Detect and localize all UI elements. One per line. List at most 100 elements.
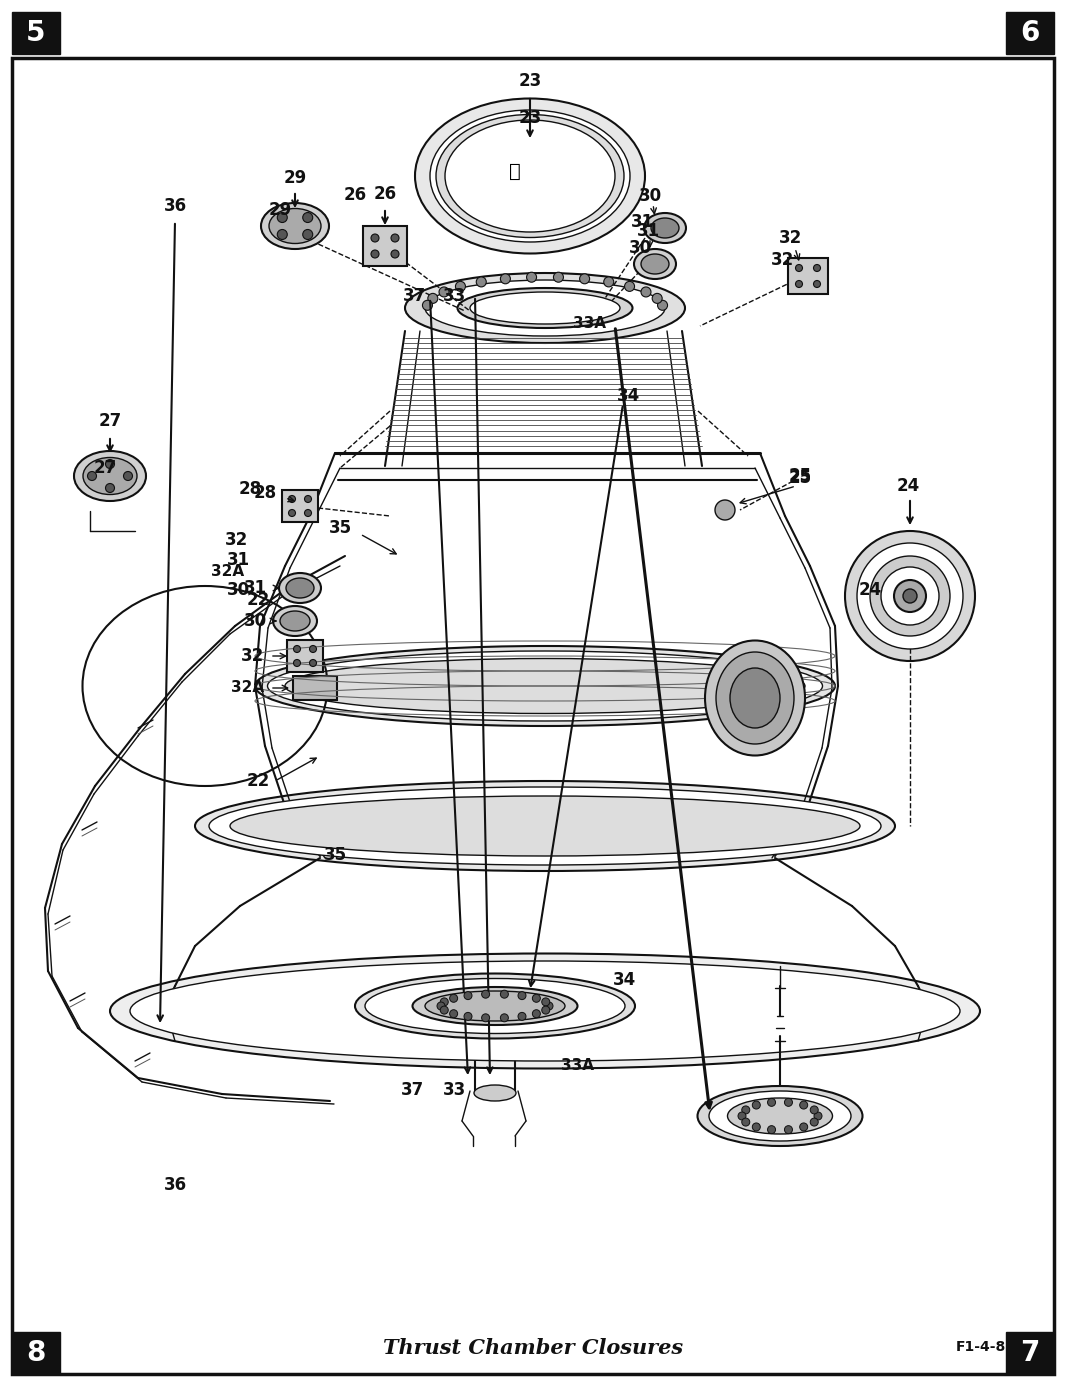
- Bar: [1006, 12, 1054, 54]
- Text: 35: 35: [323, 845, 346, 863]
- Circle shape: [371, 234, 379, 243]
- Circle shape: [810, 1106, 819, 1114]
- Circle shape: [422, 301, 433, 310]
- Text: 31: 31: [226, 552, 249, 570]
- Circle shape: [814, 1112, 822, 1120]
- Circle shape: [309, 646, 317, 653]
- Ellipse shape: [286, 578, 314, 597]
- Ellipse shape: [634, 249, 676, 279]
- Circle shape: [440, 1006, 449, 1015]
- Text: 27: 27: [98, 412, 122, 430]
- Text: 36: 36: [163, 1175, 187, 1193]
- Circle shape: [542, 998, 550, 1006]
- Circle shape: [303, 212, 312, 223]
- Text: 33: 33: [443, 1081, 467, 1099]
- Ellipse shape: [641, 254, 669, 274]
- Circle shape: [813, 265, 821, 272]
- Circle shape: [625, 281, 634, 291]
- Circle shape: [545, 1002, 553, 1010]
- Text: 37: 37: [403, 287, 426, 305]
- Text: 23: 23: [518, 109, 542, 128]
- Circle shape: [277, 212, 287, 223]
- Circle shape: [124, 471, 132, 481]
- Text: 33A: 33A: [562, 1058, 595, 1073]
- Text: 25: 25: [789, 467, 811, 485]
- Bar: [12, 12, 60, 54]
- Ellipse shape: [436, 115, 624, 237]
- Text: 23: 23: [518, 72, 542, 90]
- Text: 26: 26: [373, 184, 397, 202]
- Ellipse shape: [727, 1098, 833, 1134]
- Ellipse shape: [255, 646, 835, 726]
- Ellipse shape: [705, 640, 805, 755]
- Circle shape: [527, 272, 536, 283]
- Bar: [1006, 1332, 1054, 1374]
- Ellipse shape: [230, 796, 860, 857]
- Circle shape: [641, 287, 651, 297]
- Text: 6: 6: [1020, 19, 1039, 47]
- Ellipse shape: [209, 787, 881, 865]
- Circle shape: [553, 272, 564, 283]
- Ellipse shape: [857, 543, 963, 649]
- Circle shape: [305, 510, 311, 517]
- Circle shape: [658, 301, 667, 310]
- Circle shape: [810, 1119, 819, 1125]
- Text: 31: 31: [636, 222, 660, 240]
- Text: 22: 22: [246, 590, 270, 608]
- Circle shape: [500, 990, 508, 998]
- Text: 37: 37: [401, 1081, 423, 1099]
- Text: 31: 31: [243, 579, 266, 597]
- Ellipse shape: [430, 109, 630, 243]
- Bar: [287, 640, 323, 672]
- Ellipse shape: [470, 292, 620, 324]
- Text: 35: 35: [328, 518, 352, 536]
- Ellipse shape: [83, 457, 138, 495]
- Bar: [364, 226, 407, 266]
- Circle shape: [518, 991, 526, 999]
- Text: 24: 24: [897, 477, 920, 495]
- Text: Thrust Chamber Closures: Thrust Chamber Closures: [383, 1337, 683, 1358]
- Circle shape: [87, 471, 97, 481]
- Ellipse shape: [273, 606, 317, 636]
- Text: 32: 32: [225, 531, 248, 549]
- Text: 30: 30: [226, 581, 249, 599]
- Circle shape: [753, 1100, 760, 1109]
- Circle shape: [106, 460, 114, 468]
- Text: 8: 8: [27, 1339, 46, 1367]
- Ellipse shape: [903, 589, 917, 603]
- Ellipse shape: [730, 668, 780, 728]
- Circle shape: [753, 1123, 760, 1131]
- Ellipse shape: [716, 651, 794, 744]
- Circle shape: [450, 994, 457, 1002]
- Text: 31: 31: [630, 213, 653, 231]
- Circle shape: [391, 249, 399, 258]
- Circle shape: [450, 1010, 457, 1017]
- Text: 36: 36: [163, 197, 187, 215]
- Text: 🔰: 🔰: [510, 162, 521, 180]
- Ellipse shape: [268, 651, 823, 721]
- Circle shape: [289, 496, 295, 503]
- Circle shape: [437, 1002, 445, 1010]
- Text: 32: 32: [771, 251, 793, 269]
- Circle shape: [532, 994, 540, 1002]
- Ellipse shape: [195, 780, 895, 870]
- Circle shape: [305, 496, 311, 503]
- Text: 25: 25: [789, 468, 811, 486]
- Circle shape: [742, 1119, 749, 1125]
- Ellipse shape: [261, 202, 329, 249]
- Text: 29: 29: [284, 169, 307, 187]
- Ellipse shape: [280, 611, 310, 631]
- Ellipse shape: [881, 567, 939, 625]
- Bar: [788, 258, 828, 294]
- Circle shape: [795, 280, 803, 287]
- Text: 28: 28: [239, 480, 261, 498]
- Circle shape: [795, 265, 803, 272]
- Ellipse shape: [405, 273, 685, 342]
- Circle shape: [785, 1125, 792, 1134]
- Text: 32A: 32A: [211, 564, 244, 579]
- Circle shape: [768, 1098, 776, 1106]
- Text: 33: 33: [443, 287, 467, 305]
- Circle shape: [785, 1098, 792, 1106]
- Text: 30: 30: [629, 238, 651, 256]
- Ellipse shape: [162, 969, 928, 1044]
